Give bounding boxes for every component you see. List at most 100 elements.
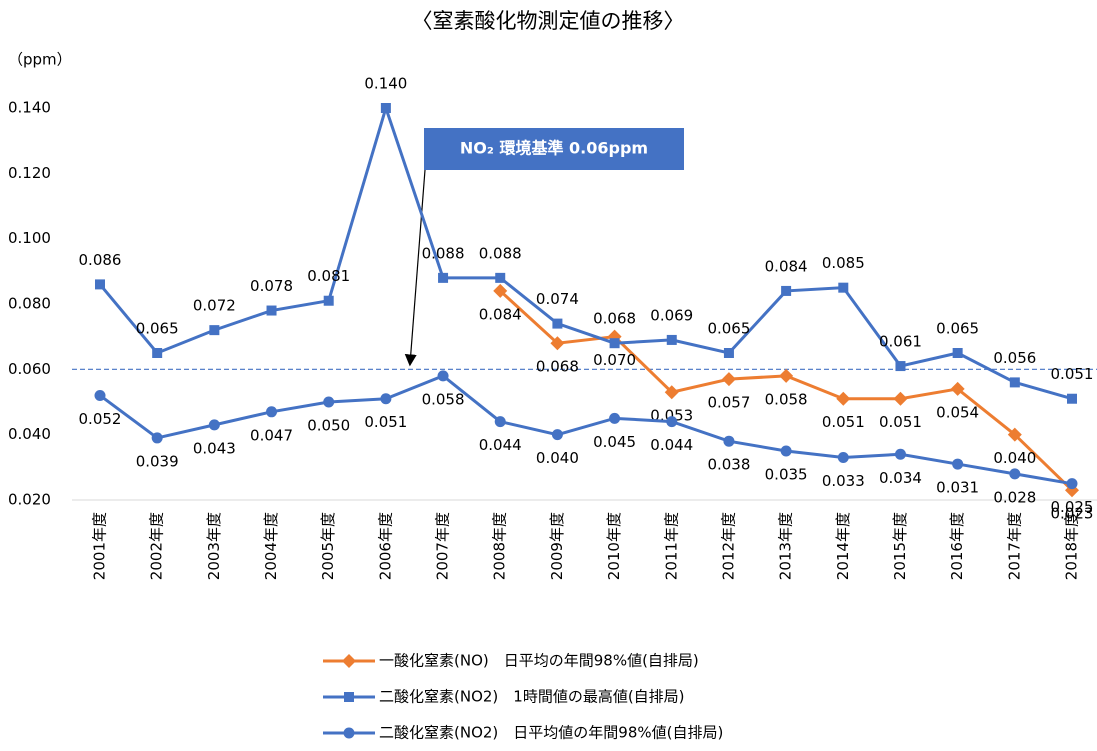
data-label: 0.023: [1051, 505, 1094, 523]
data-label: 0.056: [993, 349, 1036, 367]
data-label: 0.061: [879, 333, 922, 351]
data-label: 0.054: [936, 403, 979, 421]
data-label: 0.074: [536, 290, 579, 308]
data-label: 0.070: [593, 351, 636, 369]
x-tick-label: 2015年度: [891, 512, 909, 580]
data-label: 0.140: [364, 75, 407, 93]
marker: [552, 318, 563, 329]
marker: [666, 416, 678, 428]
legend-marker: [342, 654, 356, 668]
data-label: 0.045: [593, 433, 636, 451]
marker: [1007, 427, 1022, 442]
marker: [152, 348, 163, 358]
x-tick-label: 2005年度: [319, 512, 337, 580]
series-line: [99, 374, 1073, 486]
y-tick-label: 0.040: [8, 425, 51, 443]
marker: [952, 348, 963, 358]
x-tick-label: 2018年度: [1063, 512, 1081, 580]
data-label: 0.043: [193, 439, 236, 457]
marker: [494, 416, 506, 428]
marker: [437, 370, 449, 382]
marker: [609, 338, 620, 349]
marker: [895, 361, 906, 372]
data-label: 0.065: [936, 320, 979, 338]
x-tick-label: 2010年度: [605, 512, 623, 580]
legend-label: 一酸化窒素(NO) 日平均の年間98%値(自排局): [379, 652, 699, 670]
data-label: 0.084: [479, 305, 522, 323]
data-label: 0.038: [707, 456, 750, 474]
legend-label: 二酸化窒素(NO2) 1時間値の最高値(自排局): [379, 688, 685, 706]
annotation: NO₂ 環境基準 0.06ppm: [460, 139, 648, 158]
data-label: 0.085: [822, 254, 865, 272]
marker: [1009, 377, 1020, 388]
data-label: 0.034: [879, 469, 922, 487]
marker: [952, 458, 964, 470]
chart-title: 〈窒素酸化物測定値の推移〉: [412, 9, 685, 33]
marker: [95, 279, 105, 290]
data-label: 0.033: [822, 472, 865, 490]
marker: [438, 272, 449, 283]
data-label: 0.068: [536, 358, 579, 376]
data-label: 0.039: [136, 452, 179, 470]
x-tick-label: 2004年度: [262, 512, 280, 580]
x-tick-label: 2016年度: [948, 512, 966, 580]
marker: [1009, 468, 1021, 480]
marker: [664, 385, 679, 400]
data-label: 0.040: [993, 449, 1036, 467]
data-label: 0.051: [822, 413, 865, 431]
x-tick-label: 2008年度: [491, 512, 509, 580]
marker: [208, 419, 220, 431]
marker: [666, 334, 677, 345]
marker: [781, 285, 792, 296]
y-tick-label: 0.060: [8, 360, 51, 378]
marker: [94, 389, 106, 401]
data-label: 0.051: [364, 413, 407, 431]
marker: [266, 406, 278, 418]
data-label: 0.058: [765, 390, 808, 408]
data-label: 0.069: [650, 306, 693, 324]
x-tick-label: 2006年度: [376, 512, 394, 580]
marker: [323, 396, 335, 408]
marker: [550, 336, 565, 351]
data-label: 0.031: [936, 479, 979, 497]
data-label: 0.057: [707, 394, 750, 412]
data-label: 0.058: [422, 390, 465, 408]
data-label: 0.081: [307, 267, 350, 285]
marker: [266, 305, 277, 316]
x-tick-label: 2013年度: [777, 512, 795, 580]
data-label: 0.044: [650, 436, 693, 454]
data-label: 0.068: [593, 310, 636, 328]
data-label: 0.088: [479, 244, 522, 262]
marker: [551, 429, 563, 441]
data-label: 0.044: [479, 436, 522, 454]
legend-marker: [343, 727, 355, 739]
x-tick-label: 2012年度: [719, 512, 737, 580]
x-tick-label: 2003年度: [205, 512, 223, 580]
marker: [893, 391, 908, 406]
marker: [721, 372, 736, 387]
data-label: 0.047: [250, 426, 293, 444]
data-label: 0.035: [765, 466, 808, 484]
marker: [723, 435, 735, 447]
x-tick-label: 2014年度: [834, 512, 852, 580]
y-tick-label: 0.140: [8, 99, 51, 117]
y-tick-label: 0.120: [8, 164, 51, 182]
data-label: 0.078: [250, 277, 293, 295]
x-tick-label: 2011年度: [662, 512, 680, 580]
marker: [151, 432, 163, 444]
annotation-box: [424, 128, 684, 170]
y-unit: （ppm）: [8, 51, 72, 69]
marker: [894, 448, 906, 460]
y-tick-label: 0.080: [8, 295, 51, 313]
legend-label: 二酸化窒素(NO2) 日平均値の年間98%値(自排局): [379, 724, 723, 742]
marker: [380, 103, 391, 113]
marker: [380, 393, 392, 405]
data-label: 0.065: [707, 320, 750, 338]
data-label: 0.088: [422, 244, 465, 262]
marker: [837, 452, 849, 464]
data-label: 0.028: [993, 488, 1036, 506]
data-label: 0.065: [136, 320, 179, 338]
data-label: 0.050: [307, 417, 350, 435]
data-label: 0.086: [79, 251, 122, 269]
